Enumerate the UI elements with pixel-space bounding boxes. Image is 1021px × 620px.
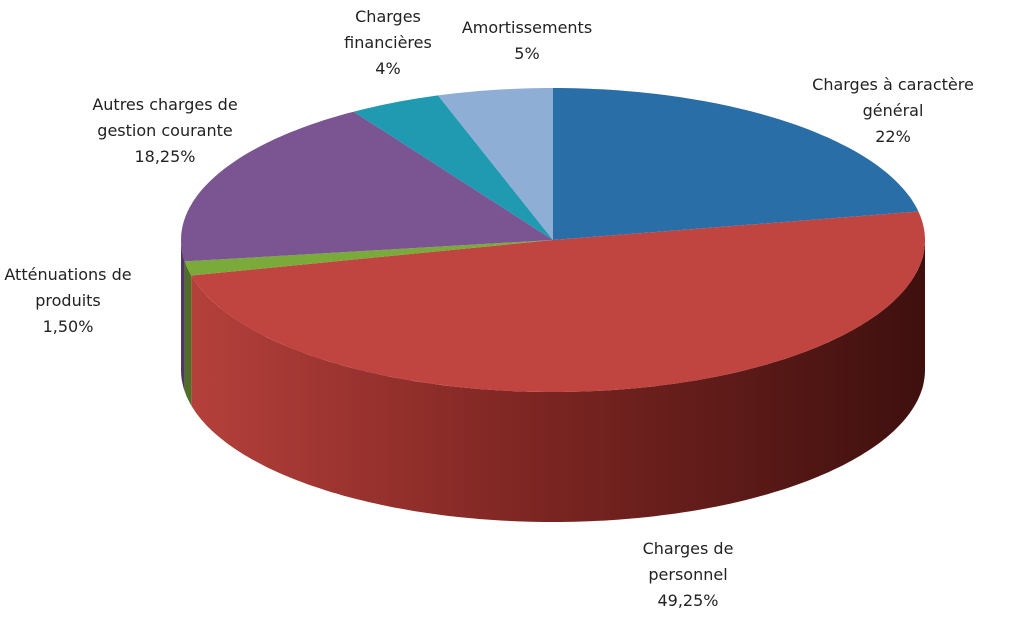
slice: [438, 88, 553, 240]
category-label: Charges de personnel: [642, 539, 734, 584]
value-label: 5%: [514, 44, 540, 63]
value-label: 18,25%: [134, 147, 196, 166]
slice: [553, 88, 919, 240]
slice: [184, 240, 553, 276]
category-label: Amortissements: [461, 18, 593, 37]
category-label: Atténuations de produits: [4, 265, 132, 310]
category-label: Charges financières: [344, 7, 432, 52]
slice-label: Charges à caractère général 22%: [806, 72, 981, 150]
category-label: Autres charges de gestion courante: [92, 95, 238, 140]
slice-label: Charges de personnel 49,25%: [631, 536, 746, 614]
value-label: 1,50%: [42, 317, 94, 336]
slice-label: Atténuations de produits 1,50%: [0, 262, 138, 340]
slice-label: Charges financières 4%: [336, 4, 441, 82]
slice-label: Amortissements 5%: [440, 15, 615, 67]
value-label: 22%: [875, 127, 911, 146]
slice: [191, 211, 926, 392]
slice-label: Autres charges de gestion courante 18,25%: [78, 92, 253, 170]
slice-side: [181, 240, 185, 392]
value-label: 49,25%: [657, 591, 719, 610]
slice-side: [184, 261, 192, 406]
slice-side: [191, 240, 926, 522]
slice: [353, 95, 553, 241]
value-label: 4%: [375, 59, 401, 78]
category-label: Charges à caractère général: [812, 75, 974, 120]
slice: [181, 111, 553, 262]
